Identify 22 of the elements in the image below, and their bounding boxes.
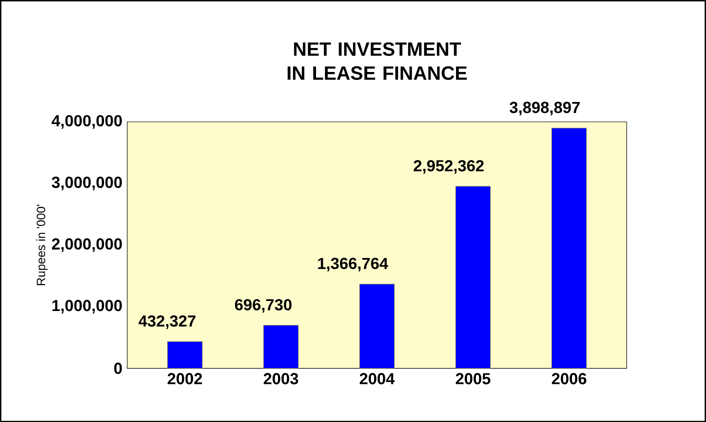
chart-title: NET INVESTMENT IN LEASE FINANCE — [288, 42, 467, 80]
y-tick-label: 4,000,000 — [52, 114, 122, 129]
y-tick-label: 0 — [114, 362, 122, 374]
x-tick-label: 2003 — [264, 372, 298, 384]
bar — [263, 325, 299, 368]
data-label: 1,366,764 — [318, 258, 388, 272]
x-tick-label: 2002 — [168, 372, 202, 384]
bar — [455, 186, 491, 368]
y-tick-label: 2,000,000 — [52, 238, 122, 252]
data-label: 696,730 — [235, 298, 292, 313]
x-tick-label: 2005 — [456, 372, 490, 384]
y-tick-label: 3,000,000 — [52, 176, 122, 190]
bar — [552, 128, 587, 368]
data-label: 3,898,897 — [510, 102, 580, 116]
bar — [167, 341, 202, 368]
y-tick-label: 1,000,000 — [52, 300, 122, 314]
bar — [359, 284, 395, 368]
data-label: 432,327 — [138, 315, 196, 329]
x-tick-label: 2004 — [360, 372, 395, 384]
data-label: 2,952,362 — [414, 160, 484, 174]
x-tick-label: 2006 — [552, 372, 586, 384]
y-axis-title: Rupees in '000' — [36, 204, 48, 285]
